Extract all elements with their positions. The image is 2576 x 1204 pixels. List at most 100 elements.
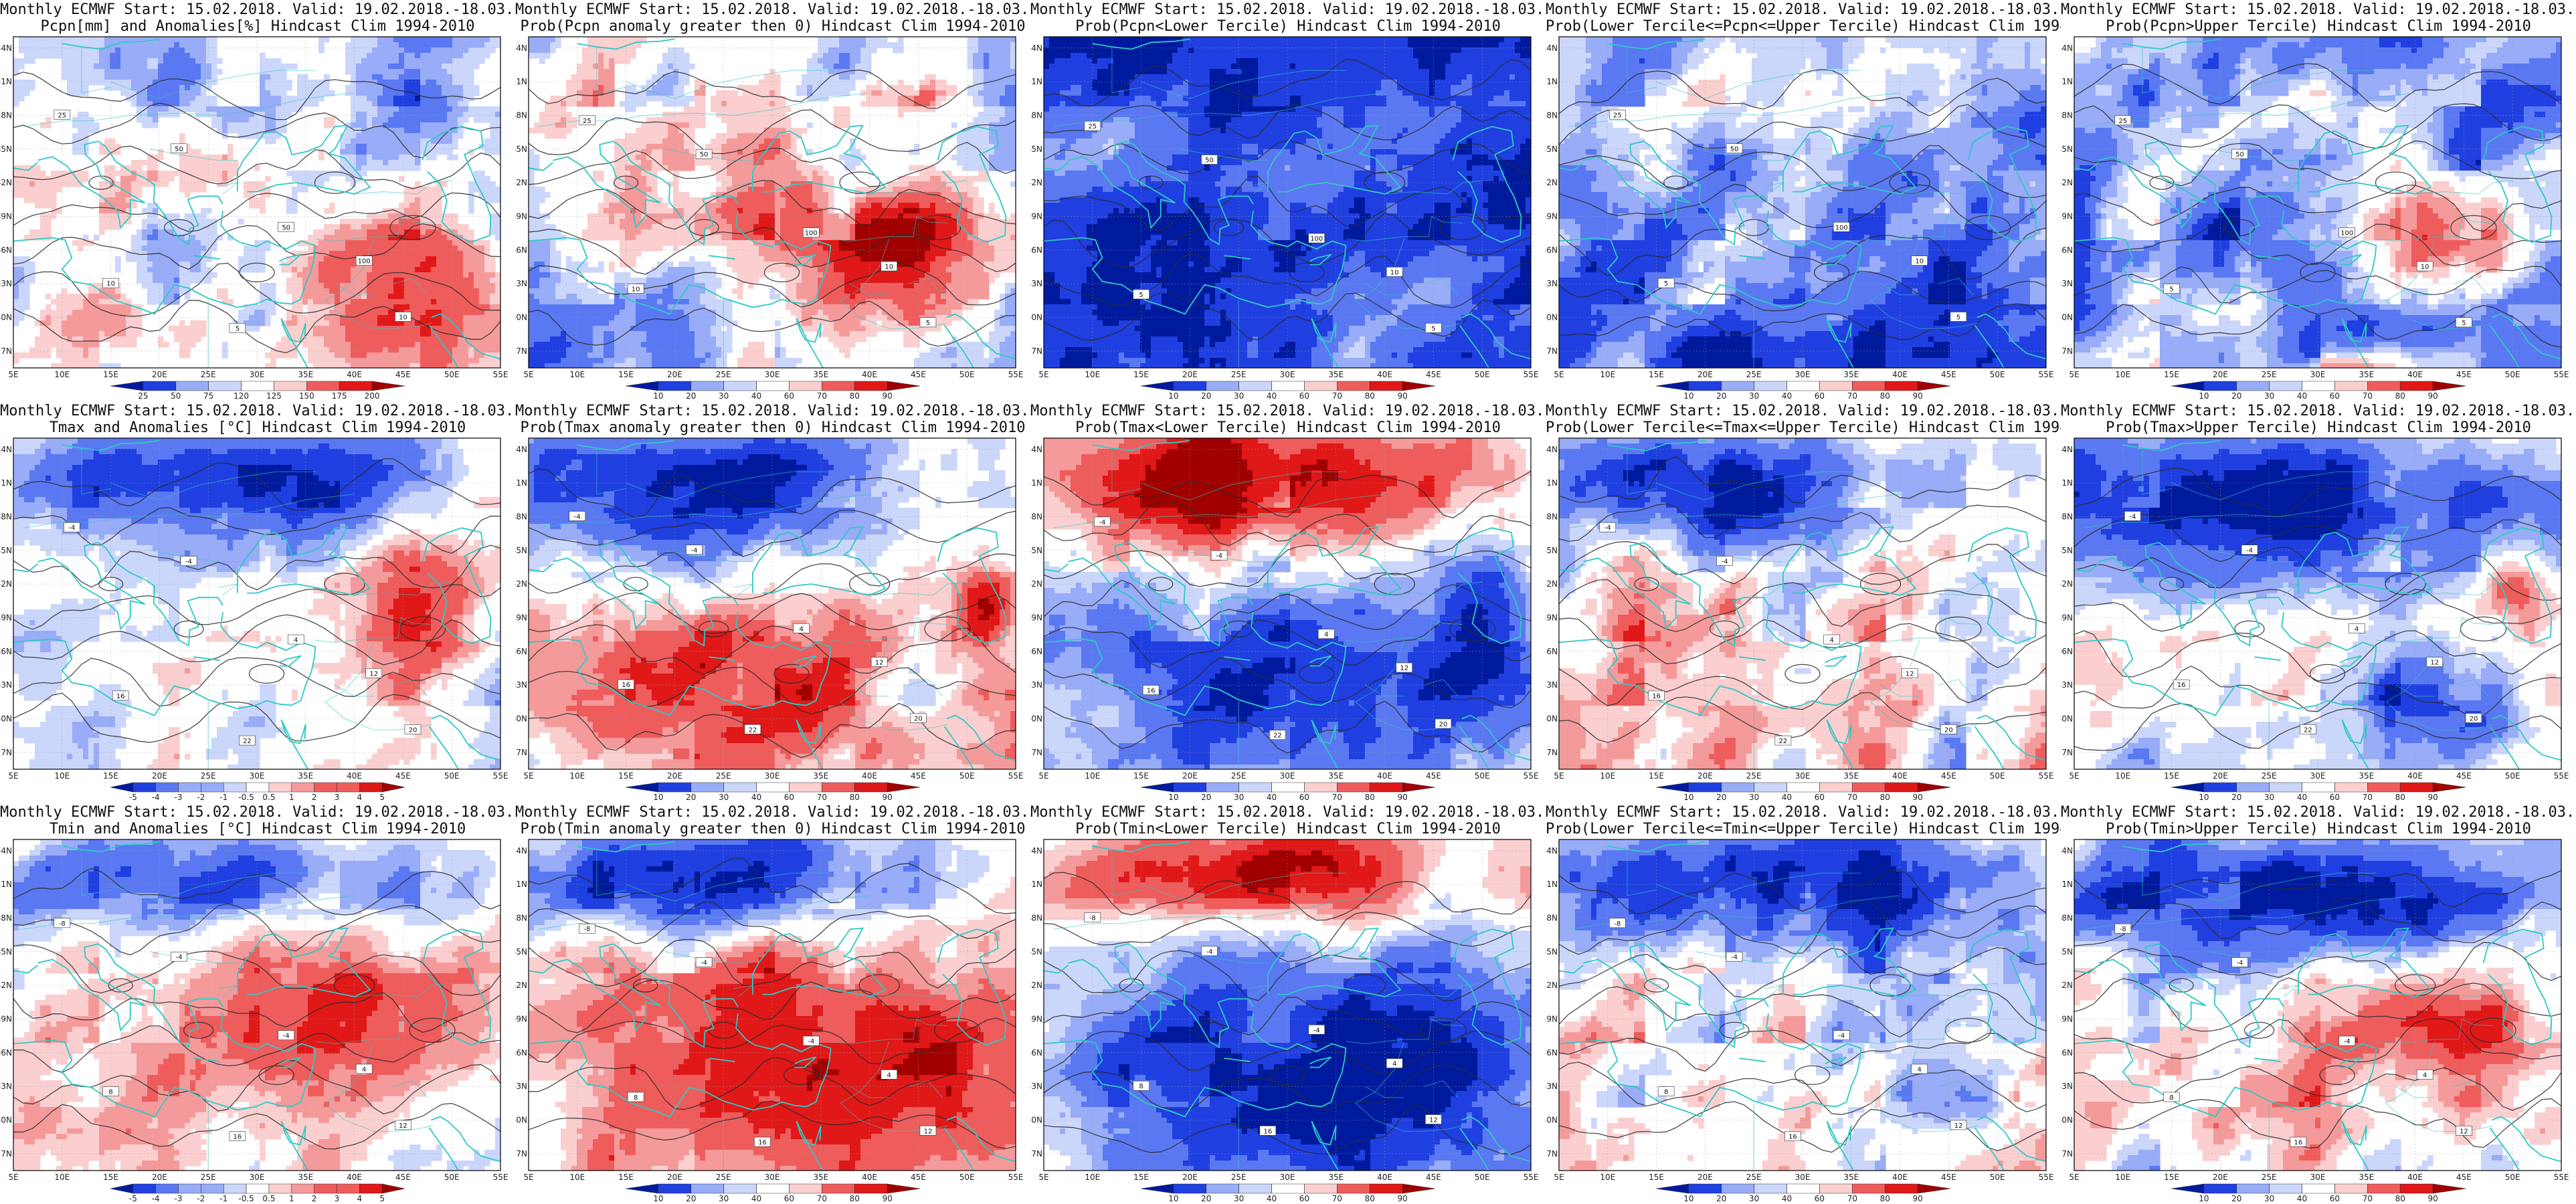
colorbar-swatch — [246, 1184, 269, 1193]
panel-title-line1: Monthly ECMWF Start: 15.02.2018. Valid: … — [1030, 1, 1546, 19]
longitude-tick-label: 45E — [2456, 370, 2472, 379]
contour-value-label: 100 — [2339, 228, 2355, 237]
contour-value-label: 12 — [1950, 1120, 1966, 1130]
colorbar-tick-label: 70 — [1332, 793, 1342, 802]
latitude-tick-label: 30N — [2061, 1115, 2073, 1124]
colorbar-tick-label: 10 — [1168, 793, 1178, 802]
latitude-tick-label: 36N — [2061, 1048, 2073, 1058]
colorbar-tick-label: 75 — [203, 391, 213, 401]
latitude-tick-label: 48N — [0, 110, 12, 120]
longitude-tick-label: 35E — [1328, 771, 1344, 781]
latitude-tick-label: 48N — [515, 512, 527, 521]
latitude-tick-label: 51N — [0, 478, 12, 488]
latitude-tick-label: 42N — [0, 981, 12, 990]
colorbar-tick-label: -2 — [197, 793, 205, 802]
contour-value-label: 12 — [871, 658, 887, 667]
longitude-tick-label: 15E — [1649, 1173, 1664, 1182]
contour-value-label: 8 — [1658, 1087, 1674, 1096]
contour-value-label: 8 — [1133, 1081, 1149, 1090]
latitude-tick-label: 36N — [515, 1048, 527, 1058]
colorbar-tick-label: 2 — [312, 793, 317, 802]
longitude-tick-label: 20E — [2213, 370, 2228, 379]
map-plot: -8-4-448121654N51N48N45N42N39N36N33N30N2… — [515, 803, 1030, 1204]
longitude-tick-label: 25E — [716, 370, 731, 379]
colorbar-swatch — [156, 783, 179, 792]
latitude-tick-label: 51N — [515, 880, 527, 889]
longitude-tick-label: 30E — [250, 771, 265, 781]
latitude-tick-label: 27N — [0, 1149, 12, 1159]
longitude-tick-label: 30E — [2310, 771, 2326, 781]
latitude-tick-label: 30N — [515, 312, 527, 322]
colorbar-tick-label: 70 — [817, 1194, 827, 1203]
colorbar-tick-label: -0.5 — [238, 1194, 254, 1203]
latitude-tick-label: 45N — [515, 947, 527, 957]
contour-value-label: 8 — [103, 1087, 119, 1096]
contour-value-label: 5 — [1658, 278, 1674, 288]
longitude-tick-label: 30E — [2310, 1173, 2326, 1182]
colorbar-tick-label: 90 — [2427, 391, 2437, 401]
colorbar-tick-label: 60 — [1299, 1194, 1309, 1203]
longitude-tick-label: 15E — [103, 771, 118, 781]
latitude-tick-label: 42N — [1546, 981, 1558, 990]
colorbar-tick-label: 90 — [882, 391, 892, 401]
longitude-tick-label: 10E — [569, 370, 585, 379]
contour-value-label: 4 — [288, 635, 304, 644]
colorbar-swatch — [1689, 1184, 1722, 1193]
longitude-tick-label: 30E — [2310, 370, 2326, 379]
longitude-tick-label: 20E — [1697, 370, 1713, 379]
longitude-tick-label: 40E — [1377, 1173, 1392, 1182]
colorbar-tick-label: 40 — [2297, 391, 2307, 401]
longitude-tick-label: 35E — [1843, 370, 1859, 379]
colorbar-tick-label: 10 — [2199, 1194, 2209, 1203]
longitude-tick-label: 25E — [201, 1173, 216, 1182]
longitude-tick-label: 30E — [765, 370, 780, 379]
longitude-tick-label: 55E — [1008, 771, 1024, 781]
colorbar-tick-label: 200 — [365, 391, 380, 401]
map-panel-tmax-upper: -4-441216202254N51N48N45N42N39N36N33N30N… — [2061, 401, 2576, 803]
contour-value-label: 16 — [1784, 1132, 1801, 1141]
latitude-tick-label: 42N — [1546, 178, 1558, 187]
contour-value-label: 22 — [2300, 724, 2316, 734]
latitude-tick-label: 36N — [2061, 647, 2073, 656]
colorbar-swatch — [382, 783, 405, 792]
map-plot: -8-4-448121654N51N48N45N42N39N36N33N30N2… — [1030, 803, 1546, 1204]
longitude-tick-label: 25E — [201, 370, 216, 379]
latitude-tick-label: 54N — [1546, 43, 1558, 53]
colorbar-swatch — [822, 381, 854, 391]
longitude-tick-label: 5E — [8, 370, 18, 379]
latitude-tick-label: 39N — [1030, 1014, 1042, 1023]
panel-title-line1: Monthly ECMWF Start: 15.02.2018. Valid: … — [2061, 1, 2576, 19]
colorbar-tick-label: -1 — [219, 1194, 227, 1203]
longitude-tick-label: 25E — [1746, 771, 1762, 781]
latitude-tick-label: 33N — [1030, 279, 1042, 288]
latitude-tick-label: 45N — [1546, 546, 1558, 555]
contour-value-label: 50 — [171, 144, 187, 153]
longitude-tick-label: 10E — [54, 1173, 70, 1182]
longitude-tick-label: 20E — [667, 1173, 682, 1182]
colorbar-tick-label: 80 — [1880, 793, 1890, 802]
longitude-tick-label: 40E — [862, 771, 877, 781]
latitude-tick-label: 48N — [1546, 110, 1558, 120]
colorbar-tick-label: 90 — [1397, 1194, 1407, 1203]
svg-text:50: 50 — [282, 224, 290, 231]
longitude-tick-label: 50E — [1475, 771, 1490, 781]
colorbar-swatch — [179, 1184, 201, 1193]
contour-value-label: 10 — [103, 278, 119, 288]
colorbar-tick-label: 125 — [266, 391, 282, 401]
colorbar-tick-label: 60 — [784, 1194, 794, 1203]
colorbar-swatch — [2367, 783, 2400, 792]
latitude-tick-label: 51N — [1546, 478, 1558, 488]
longitude-tick-label: 10E — [569, 771, 585, 781]
colorbar-swatch — [156, 1184, 179, 1193]
colorbar-swatch — [2270, 1184, 2302, 1193]
colorbar-tick-label: 90 — [1912, 391, 1922, 401]
latitude-tick-label: 39N — [1546, 1014, 1558, 1023]
contour-value-label: -4 — [2232, 958, 2248, 967]
longitude-tick-label: 35E — [813, 1173, 828, 1182]
colorbar-tick-label: 80 — [1880, 1194, 1890, 1203]
colorbar-swatch — [1885, 381, 1918, 391]
colorbar: 10 20 30 40 60 70 80 90 — [626, 783, 920, 802]
colorbar-swatch — [1174, 1184, 1206, 1193]
